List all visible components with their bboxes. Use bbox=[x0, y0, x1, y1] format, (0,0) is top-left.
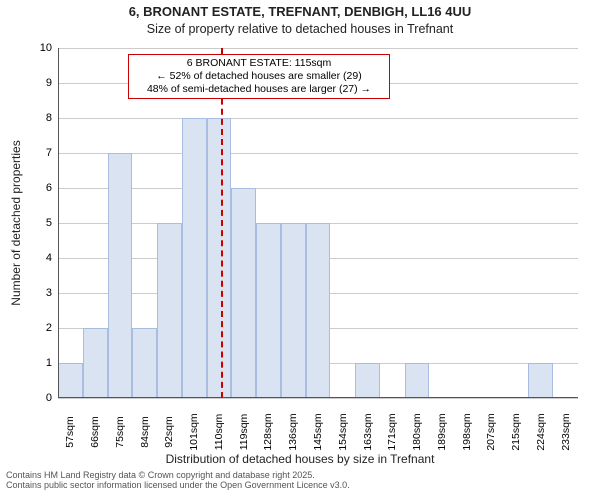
x-axis-line bbox=[58, 397, 578, 398]
ytick-label: 9 bbox=[36, 77, 52, 89]
xtick-label: 57sqm bbox=[64, 416, 76, 448]
histogram-bar bbox=[207, 118, 232, 398]
xtick-label: 128sqm bbox=[262, 413, 274, 450]
xtick-label: 198sqm bbox=[461, 413, 473, 450]
gridline bbox=[58, 188, 578, 189]
histogram-bar bbox=[355, 363, 380, 398]
gridline bbox=[58, 398, 578, 399]
gridline bbox=[58, 118, 578, 119]
histogram-bar bbox=[83, 328, 108, 398]
xtick-label: 154sqm bbox=[337, 413, 349, 450]
ytick-label: 10 bbox=[36, 42, 52, 54]
histogram-bar bbox=[306, 223, 331, 398]
histogram-bar bbox=[157, 223, 182, 398]
xtick-label: 189sqm bbox=[436, 413, 448, 450]
xtick-label: 84sqm bbox=[139, 416, 151, 448]
xtick-label: 163sqm bbox=[362, 413, 374, 450]
histogram-bar bbox=[182, 118, 207, 398]
xtick-label: 207sqm bbox=[485, 413, 497, 450]
xtick-label: 180sqm bbox=[411, 413, 423, 450]
chart-title: 6, BRONANT ESTATE, TREFNANT, DENBIGH, LL… bbox=[0, 4, 600, 19]
annotation-line: 6 BRONANT ESTATE: 115sqm bbox=[135, 57, 383, 70]
reference-annotation: 6 BRONANT ESTATE: 115sqm← 52% of detache… bbox=[128, 54, 390, 99]
xtick-label: 233sqm bbox=[560, 413, 572, 450]
histogram-bar bbox=[132, 328, 157, 398]
histogram-bar bbox=[108, 153, 133, 398]
plot-area bbox=[58, 48, 578, 398]
ytick-label: 2 bbox=[36, 322, 52, 334]
xtick-label: 224sqm bbox=[535, 413, 547, 450]
attribution-line: Contains public sector information licen… bbox=[6, 480, 600, 490]
chart-subtitle: Size of property relative to detached ho… bbox=[0, 22, 600, 36]
gridline bbox=[58, 153, 578, 154]
ytick-label: 3 bbox=[36, 287, 52, 299]
ytick-label: 5 bbox=[36, 217, 52, 229]
attribution: Contains HM Land Registry data © Crown c… bbox=[0, 470, 600, 490]
xtick-label: 119sqm bbox=[238, 414, 250, 451]
chart-container: 6, BRONANT ESTATE, TREFNANT, DENBIGH, LL… bbox=[0, 0, 600, 500]
ytick-label: 6 bbox=[36, 182, 52, 194]
histogram-bar bbox=[405, 363, 430, 398]
histogram-bar bbox=[281, 223, 306, 398]
gridline bbox=[58, 48, 578, 49]
histogram-bar bbox=[58, 363, 83, 398]
xtick-label: 75sqm bbox=[114, 416, 126, 448]
xtick-label: 145sqm bbox=[312, 413, 324, 450]
histogram-bar bbox=[528, 363, 553, 398]
xtick-label: 110sqm bbox=[213, 414, 225, 451]
xtick-label: 171sqm bbox=[386, 413, 398, 450]
ytick-label: 0 bbox=[36, 392, 52, 404]
attribution-line: Contains HM Land Registry data © Crown c… bbox=[6, 470, 600, 480]
xtick-label: 136sqm bbox=[287, 413, 299, 450]
xtick-label: 101sqm bbox=[188, 413, 200, 450]
xtick-label: 92sqm bbox=[163, 416, 175, 448]
xtick-label: 215sqm bbox=[510, 413, 522, 450]
annotation-line: 48% of semi-detached houses are larger (… bbox=[135, 83, 383, 96]
x-axis-label: Distribution of detached houses by size … bbox=[0, 452, 600, 466]
y-axis-line bbox=[58, 48, 59, 398]
ytick-label: 1 bbox=[36, 357, 52, 369]
histogram-bar bbox=[231, 188, 256, 398]
ytick-label: 8 bbox=[36, 112, 52, 124]
histogram-bar bbox=[256, 223, 281, 398]
reference-line bbox=[221, 48, 223, 398]
y-axis-label: Number of detached properties bbox=[9, 140, 23, 305]
annotation-line: ← 52% of detached houses are smaller (29… bbox=[135, 70, 383, 83]
xtick-label: 66sqm bbox=[89, 416, 101, 448]
ytick-label: 7 bbox=[36, 147, 52, 159]
ytick-label: 4 bbox=[36, 252, 52, 264]
